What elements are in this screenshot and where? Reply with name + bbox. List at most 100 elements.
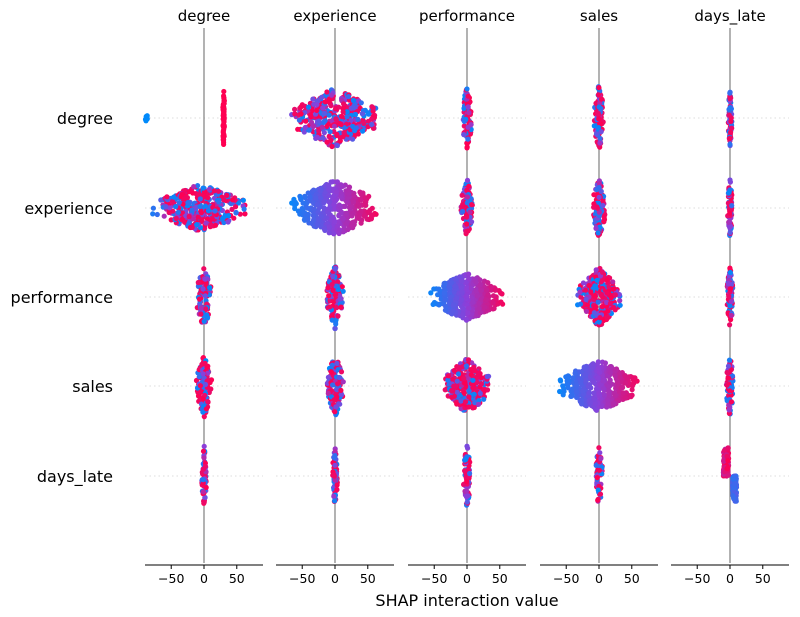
data-point — [561, 386, 567, 392]
data-point — [212, 208, 218, 214]
data-point — [462, 468, 468, 474]
data-point — [215, 188, 222, 194]
data-point — [203, 306, 209, 312]
data-point — [596, 116, 602, 122]
data-point — [591, 390, 597, 396]
data-point — [604, 290, 610, 296]
x-tick-label: 50 — [360, 571, 376, 586]
data-point — [629, 392, 635, 398]
data-point — [475, 401, 482, 407]
data-point — [726, 357, 733, 363]
data-point — [334, 360, 340, 366]
data-point — [201, 455, 207, 461]
data-point — [205, 399, 211, 405]
data-point — [319, 124, 325, 130]
data-point — [328, 369, 335, 375]
data-point — [490, 300, 496, 306]
data-point — [582, 364, 588, 370]
data-point — [470, 299, 476, 305]
data-point — [310, 96, 316, 102]
data-point — [451, 302, 457, 308]
data-point — [473, 279, 479, 285]
data-point — [726, 293, 732, 299]
data-point — [445, 377, 451, 383]
data-point — [725, 472, 732, 478]
data-points — [142, 84, 740, 508]
data-point — [463, 456, 469, 463]
data-point — [441, 290, 447, 296]
data-point — [359, 111, 365, 117]
data-point — [726, 407, 732, 413]
data-point — [326, 182, 332, 188]
data-point — [577, 301, 584, 307]
data-point — [332, 498, 338, 504]
data-point — [591, 204, 597, 210]
data-point — [490, 293, 497, 299]
data-point — [327, 206, 333, 212]
x-tick-label: 0 — [200, 571, 208, 586]
data-point — [605, 383, 611, 389]
data-point — [617, 298, 623, 304]
column-title-degree: degree — [178, 7, 231, 25]
data-point — [574, 389, 580, 395]
data-point — [484, 373, 490, 380]
data-point — [343, 220, 349, 227]
data-point — [595, 375, 601, 381]
data-point — [449, 387, 455, 394]
data-point — [448, 280, 454, 286]
data-point — [334, 387, 340, 393]
data-point — [441, 283, 447, 289]
data-point — [366, 209, 372, 216]
data-point — [230, 197, 236, 203]
data-point — [596, 209, 602, 215]
data-point — [221, 119, 227, 125]
data-point — [488, 285, 495, 291]
data-point — [197, 383, 203, 389]
data-point — [203, 406, 210, 412]
data-point — [727, 303, 733, 309]
data-point — [431, 286, 437, 292]
data-point — [596, 104, 602, 110]
data-point — [476, 305, 482, 312]
data-point — [186, 213, 192, 220]
data-point — [298, 111, 304, 117]
data-point — [617, 302, 623, 308]
data-point — [332, 409, 338, 415]
data-point — [339, 392, 345, 398]
data-point — [470, 385, 476, 391]
data-point — [324, 89, 330, 95]
data-point — [557, 377, 563, 383]
data-point — [727, 229, 733, 235]
data-point — [586, 390, 593, 396]
data-point — [461, 390, 467, 396]
data-point — [454, 389, 460, 395]
data-point — [598, 279, 604, 285]
data-point — [332, 219, 338, 225]
row-labels: degree experience performance sales days_lat… — [11, 109, 113, 487]
row-label-experience: experience — [24, 199, 113, 218]
data-point — [600, 385, 606, 391]
data-point — [338, 194, 344, 200]
data-point — [465, 357, 472, 363]
data-point — [596, 181, 603, 187]
data-point — [477, 281, 484, 288]
data-point — [729, 373, 736, 379]
data-point — [597, 140, 603, 146]
data-point — [321, 110, 327, 117]
data-point — [727, 177, 733, 183]
x-tick-label: 0 — [463, 571, 471, 586]
data-point — [467, 470, 473, 477]
data-point — [594, 277, 600, 283]
data-point — [728, 399, 735, 405]
data-point — [164, 194, 170, 200]
data-point — [356, 212, 363, 218]
data-point — [345, 187, 352, 193]
data-point — [369, 116, 375, 122]
data-point — [728, 129, 734, 136]
data-point — [596, 390, 602, 396]
data-point — [458, 406, 464, 412]
data-point — [342, 203, 348, 209]
data-point — [630, 375, 637, 381]
data-point — [334, 179, 340, 185]
data-point — [356, 216, 363, 222]
